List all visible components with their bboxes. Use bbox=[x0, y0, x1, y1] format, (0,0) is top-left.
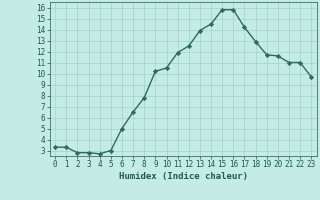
X-axis label: Humidex (Indice chaleur): Humidex (Indice chaleur) bbox=[119, 172, 248, 181]
